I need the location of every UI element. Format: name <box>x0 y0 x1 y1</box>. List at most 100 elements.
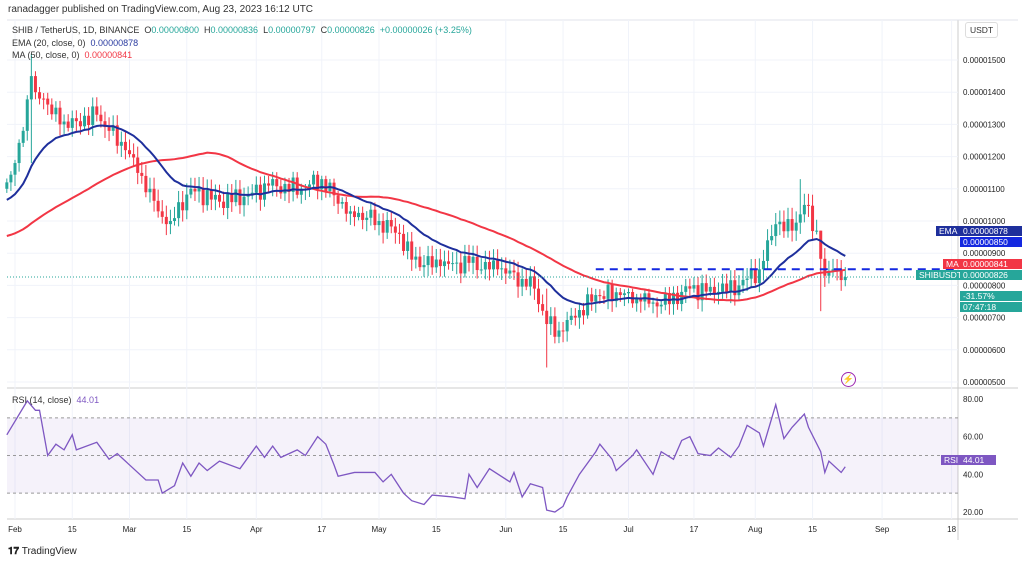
candle-body <box>422 265 426 268</box>
ema-legend[interactable]: EMA (20, close, 0) 0.00000878 <box>12 38 139 48</box>
candle-body <box>606 284 610 299</box>
rsi-legend[interactable]: RSI (14, close) 44.01 <box>12 395 100 405</box>
candle-body <box>839 270 843 281</box>
rsi-tick-label: 20.00 <box>963 508 984 517</box>
candle-body <box>54 107 58 115</box>
candle-body <box>185 194 189 211</box>
candle-body <box>393 226 397 233</box>
candle-body <box>721 283 725 292</box>
candle-body <box>618 292 622 296</box>
ma-legend[interactable]: MA (50, close, 0) 0.00000841 <box>12 50 133 60</box>
candle-body <box>230 193 234 203</box>
candle-body <box>123 141 127 151</box>
candle-body <box>103 121 107 128</box>
lightning-icon[interactable]: ⚡ <box>841 372 856 387</box>
close-value: 0.00000826 <box>327 25 375 35</box>
tradingview-logo[interactable]: 𝟏𝟕 TradingView <box>8 546 77 557</box>
price-tick-label: 0.00001300 <box>963 120 1006 129</box>
candle-body <box>508 270 512 274</box>
candle-body <box>782 221 786 232</box>
time-tick-label: 17 <box>689 525 698 534</box>
time-tick-label: 15 <box>432 525 441 534</box>
candle-body <box>410 241 414 260</box>
candle-body <box>246 195 250 197</box>
candle-body <box>696 285 700 301</box>
candle-body <box>565 319 569 332</box>
candle-body <box>340 202 344 204</box>
candle-body <box>99 114 103 122</box>
candle-body <box>496 260 500 270</box>
candle-body <box>504 268 508 274</box>
candle-body <box>635 297 639 304</box>
symbol-title[interactable]: SHIB / TetherUS, 1D, BINANCE <box>12 25 140 35</box>
candle-body <box>774 224 778 237</box>
rsi-tick-label: 40.00 <box>963 470 984 479</box>
currency-button[interactable]: USDT <box>965 22 999 38</box>
price-tick-label: 0.00001500 <box>963 56 1006 65</box>
candle-body <box>761 260 765 270</box>
candle-body <box>811 205 815 232</box>
candle-body <box>418 256 422 268</box>
candle-body <box>164 216 168 225</box>
symbol-legend: SHIB / TetherUS, 1D, BINANCE O0.00000800… <box>12 25 472 35</box>
candle-body <box>46 98 50 105</box>
candle-body <box>29 76 33 100</box>
candle-body <box>140 172 144 176</box>
candle-body <box>516 272 520 287</box>
candle-body <box>177 202 181 219</box>
candle-body <box>344 202 348 214</box>
candle-body <box>500 268 504 270</box>
candle-body <box>205 190 209 206</box>
candle-body <box>684 286 688 292</box>
price-tick-label: 0.00001000 <box>963 217 1006 226</box>
candle-body <box>242 196 246 206</box>
rsi-tick-label: 60.00 <box>963 433 984 442</box>
candle-body <box>299 188 303 195</box>
candle-body <box>279 186 283 194</box>
candle-body <box>267 183 271 186</box>
candle-body <box>692 285 696 289</box>
candle-body <box>541 304 545 311</box>
candle-body <box>442 261 446 267</box>
candle-body <box>753 269 757 284</box>
candle-body <box>402 233 406 251</box>
candle-body <box>275 179 279 187</box>
candle-body <box>95 106 99 115</box>
time-tick-label: Sep <box>875 525 890 534</box>
candle-body <box>144 175 148 193</box>
candle-body <box>802 204 806 215</box>
candle-body <box>83 115 87 127</box>
candle-body <box>471 256 475 263</box>
time-tick-label: Jul <box>623 525 633 534</box>
candle-body <box>128 150 132 155</box>
time-tick-label: Jun <box>499 525 512 534</box>
candle-body <box>218 194 221 202</box>
candle-body <box>197 187 201 192</box>
low-value: 0.00000797 <box>268 25 316 35</box>
candle-body <box>307 184 311 189</box>
candle-body <box>5 182 9 189</box>
candle-body <box>590 294 594 302</box>
candle-body <box>651 302 655 304</box>
candle-body <box>708 286 712 292</box>
ema-tag: EMA <box>936 226 961 236</box>
candle-body <box>262 183 266 200</box>
candle-body <box>487 261 491 270</box>
candle-body <box>766 240 770 261</box>
candle-body <box>181 202 185 211</box>
candle-body <box>786 219 790 232</box>
candle-body <box>201 187 205 206</box>
candle-body <box>91 106 95 125</box>
rsi-value-tag: 44.01 <box>960 455 996 465</box>
candle-body <box>70 118 74 128</box>
candle-body <box>676 292 680 305</box>
price-tick-label: 0.00001200 <box>963 153 1006 162</box>
candle-body <box>532 276 536 289</box>
candle-body <box>492 260 496 270</box>
candle-body <box>132 154 136 158</box>
ma-price-tag: 0.00000841 <box>960 259 1022 269</box>
candle-body <box>316 174 320 190</box>
candle-body <box>537 288 541 305</box>
candle-body <box>582 310 586 316</box>
